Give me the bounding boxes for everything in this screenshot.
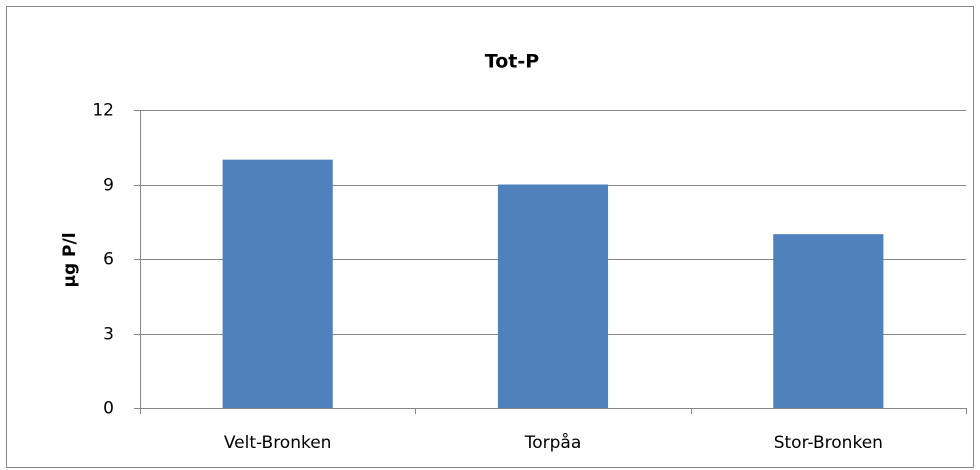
x-tick-label: Stor-Bronken [774,433,883,453]
y-axis-label: µg P/l [60,232,80,287]
bar [773,234,884,408]
bar [222,159,333,408]
y-tick-label: 6 [103,250,114,270]
y-tick-label: 0 [103,399,114,419]
x-tick-label: Torpåa [524,432,582,453]
chart-title: Tot-P [485,51,539,73]
y-tick-label: 9 [103,176,114,196]
x-tick-label: Velt-Bronken [224,433,332,453]
bar [497,184,609,408]
y-tick-label: 12 [92,101,114,121]
y-tick-label: 3 [103,325,114,345]
